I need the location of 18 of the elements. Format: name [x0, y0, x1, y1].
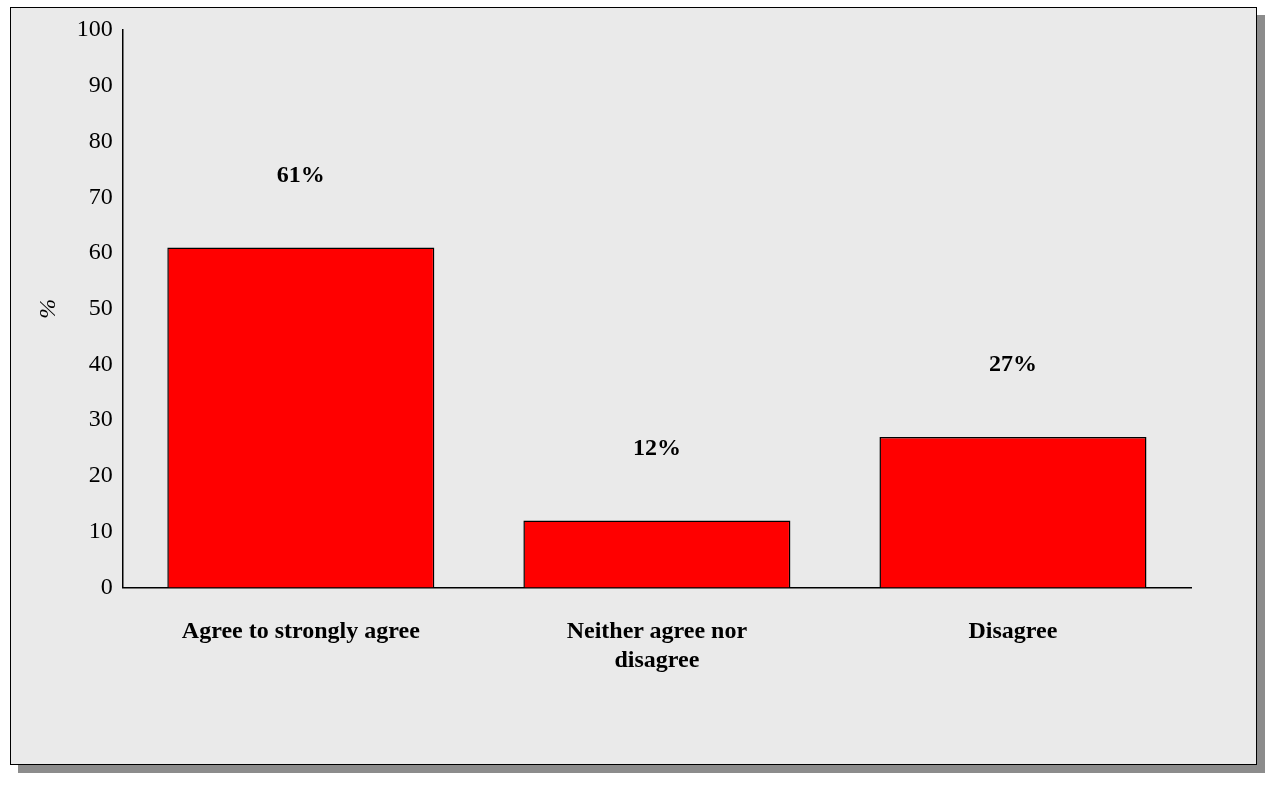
data-label: 61%	[276, 160, 325, 187]
y-tick-label: 60	[88, 238, 113, 265]
y-tick-label: 10	[88, 516, 113, 543]
y-tick-label: 90	[88, 71, 113, 98]
x-tick-label: Agree to strongly agree	[181, 617, 421, 643]
y-tick-label: 30	[88, 405, 113, 432]
y-tick-label: 80	[88, 126, 113, 153]
data-label: 27%	[988, 350, 1037, 377]
y-tick-label: 20	[88, 461, 113, 488]
y-tick-label: 70	[88, 182, 113, 209]
data-label: 12%	[632, 433, 681, 460]
y-tick-label: 0	[100, 572, 113, 599]
x-tick-label: Neither agree nor disagree	[566, 617, 748, 672]
y-tick-label: 40	[88, 349, 113, 376]
y-tick-label: 100	[76, 15, 113, 42]
y-tick-label: 50	[88, 294, 113, 320]
x-tick-label: Disagree	[968, 617, 1058, 643]
y-axis-title: %	[33, 298, 60, 319]
